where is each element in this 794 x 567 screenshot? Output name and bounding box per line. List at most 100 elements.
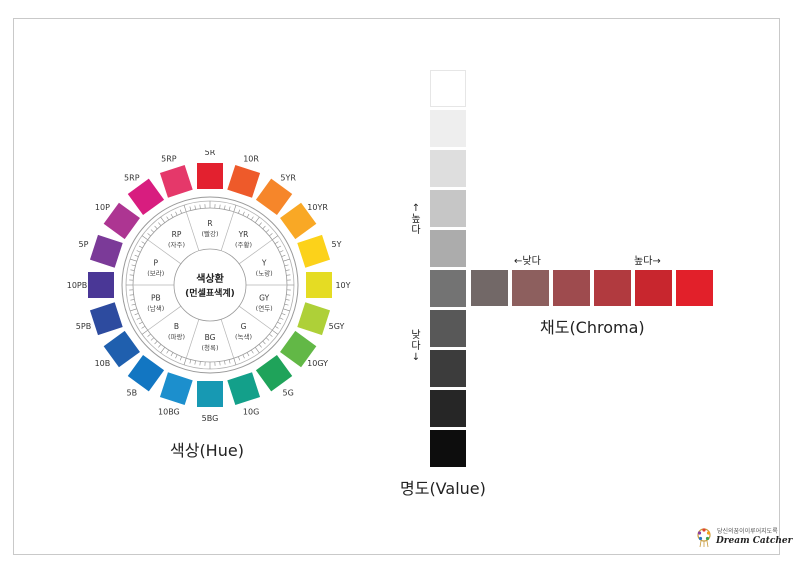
wheel-tick [246,352,250,357]
hue-swatch [297,302,331,336]
hue-swatch [103,202,140,240]
wheel-tick [277,321,282,325]
wheel-tick [224,360,226,365]
hue-swatch [255,355,293,392]
wheel-tick [281,313,286,316]
dream-catcher-icon [697,528,711,548]
value-swatch [430,310,466,347]
wheel-spoke [238,239,273,265]
wheel-center-ring [173,248,247,322]
wheel-tick [272,235,279,240]
wheel-tick [274,326,279,329]
hue-inner-code: B [174,322,179,331]
wheel-tick [277,245,282,249]
hue-swatch [297,234,331,268]
hue-inner-code: PB [151,294,161,303]
wheel-tick [183,205,187,212]
wheel-tick [255,347,260,354]
wheel-tick [130,258,137,262]
wheel-tick [265,229,270,233]
wheel-tick [284,264,289,267]
wheel-tick [286,294,291,296]
hue-swatch [159,372,193,406]
wheel-tick [272,330,279,335]
wheel-tick [141,235,148,240]
hue-swatch [127,178,165,215]
hue-outer-label: 10B [95,359,111,368]
hue-inner-name: (자주) [168,240,185,249]
hue-outer-label: 10G [243,408,259,417]
wheel-tick [274,241,279,244]
logo-name: Dream Catcher [716,536,793,546]
value-high-label: ↑ 높 다 [411,203,421,236]
wheel-tick [251,216,254,221]
wheel-tick [183,358,187,365]
hue-outer-label: 5RP [161,155,177,164]
hue-swatch [227,372,261,406]
wheel-tick [175,354,178,359]
wheel-center-title: 색상환 [196,272,224,285]
value-swatch [430,70,466,107]
chroma-swatch [471,270,508,306]
hue-inner-code: YR [238,230,249,239]
chroma-high-label: 높다→ [634,256,661,267]
hue-outer-label: 10YR [307,203,328,212]
wheel-tick [194,205,196,210]
wheel-tick [279,250,284,253]
hue-outer-label: 5R [205,150,216,157]
wheel-tick [154,225,158,230]
wheel-spoke [185,319,200,359]
value-low-label: 낮 다 ↓ [411,330,421,363]
hue-inner-name: (청록) [201,344,218,352]
wheel-spoke [185,211,200,251]
wheel-tick [130,269,135,271]
wheel-tick [129,274,134,276]
wheel-tick [189,359,192,364]
wheel-tick [258,344,262,348]
hue-inner-name: (파랑) [168,332,185,341]
wheel-tick [141,330,148,335]
wheel-tick [150,337,155,341]
hue-inner-name: (보라) [147,268,164,277]
chroma-swatch [594,270,631,306]
wheel-tick [262,340,266,345]
wheel-tick [269,333,273,337]
wheel-tick [219,204,221,209]
wheel-tick [141,326,146,329]
value-swatch [430,110,466,147]
hue-swatch [255,178,293,215]
wheel-spoke [147,239,182,265]
logo-tagline: 당신의꿈이이루어지도록 [717,528,778,535]
value-caption: 명도(Value) [400,479,486,498]
wheel-tick [251,349,254,354]
wheel-tick [224,205,226,210]
wheel-tick [219,361,221,366]
value-swatch [430,190,466,227]
wheel-tick [228,206,231,211]
hue-inner-code: Y [261,258,267,267]
hue-inner-code: P [154,258,159,267]
wheel-tick [262,225,266,230]
hue-outer-label: 10BG [158,408,180,417]
wheel-tick [141,241,146,244]
hue-outer-label: 10P [95,203,110,212]
wheel-tick [233,205,237,212]
wheel-tick [170,352,174,357]
wheel-tick [279,317,284,320]
chroma-swatch [635,270,672,306]
wheel-tick [147,333,151,337]
hue-swatch [89,234,123,268]
wheel-tick [138,245,143,249]
value-swatch [430,230,466,267]
hue-inner-code: GY [259,294,269,303]
hue-outer-label: 5PB [76,322,91,331]
wheel-spoke [147,305,182,331]
wheel-spoke [220,211,235,251]
wheel-tick [130,299,135,301]
hue-outer-label: 5RP [124,173,140,182]
hue-inner-code: RP [172,230,182,239]
chroma-low-label: ←낮다 [514,256,541,267]
hue-swatch [227,164,261,198]
wheel-tick [238,356,241,361]
page-frame [13,18,780,555]
